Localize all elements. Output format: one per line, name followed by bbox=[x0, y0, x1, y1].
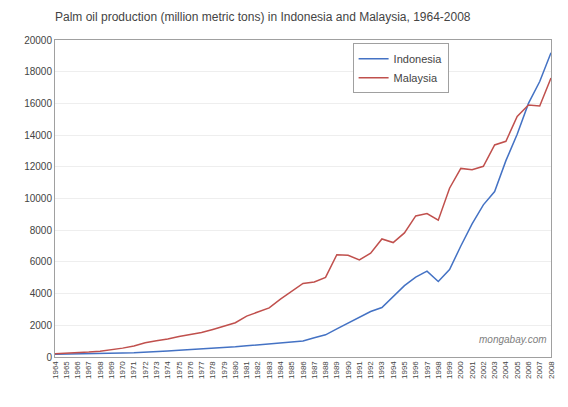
svg-text:1964: 1964 bbox=[51, 361, 60, 379]
svg-text:6000: 6000 bbox=[30, 256, 53, 267]
svg-text:2008: 2008 bbox=[547, 361, 556, 379]
svg-text:2000: 2000 bbox=[456, 361, 465, 379]
svg-text:1979: 1979 bbox=[220, 361, 229, 379]
svg-text:4000: 4000 bbox=[30, 288, 53, 299]
svg-text:2006: 2006 bbox=[524, 361, 533, 379]
svg-text:1978: 1978 bbox=[208, 361, 217, 379]
svg-text:16000: 16000 bbox=[24, 98, 52, 109]
svg-text:1974: 1974 bbox=[163, 361, 172, 379]
svg-text:Indonesia: Indonesia bbox=[394, 53, 443, 65]
svg-text:1991: 1991 bbox=[355, 361, 364, 379]
svg-text:2000: 2000 bbox=[30, 320, 53, 331]
svg-text:2005: 2005 bbox=[513, 361, 522, 379]
svg-text:1965: 1965 bbox=[62, 361, 71, 379]
svg-text:1967: 1967 bbox=[84, 361, 93, 379]
svg-text:1983: 1983 bbox=[265, 361, 274, 379]
svg-text:1966: 1966 bbox=[73, 361, 82, 379]
svg-text:1998: 1998 bbox=[434, 361, 443, 379]
svg-text:1989: 1989 bbox=[332, 361, 341, 379]
svg-text:1968: 1968 bbox=[96, 361, 105, 379]
svg-text:1993: 1993 bbox=[378, 361, 387, 379]
svg-text:1975: 1975 bbox=[175, 361, 184, 379]
svg-text:1987: 1987 bbox=[310, 361, 319, 379]
svg-text:1995: 1995 bbox=[400, 361, 409, 379]
svg-text:14000: 14000 bbox=[24, 130, 52, 141]
svg-text:mongabay.com: mongabay.com bbox=[479, 334, 547, 345]
svg-text:8000: 8000 bbox=[30, 225, 53, 236]
svg-text:1969: 1969 bbox=[107, 361, 116, 379]
svg-text:2004: 2004 bbox=[502, 361, 511, 379]
svg-text:1996: 1996 bbox=[411, 361, 420, 379]
svg-text:12000: 12000 bbox=[24, 161, 52, 172]
svg-text:2001: 2001 bbox=[468, 361, 477, 379]
svg-text:0: 0 bbox=[46, 352, 52, 363]
svg-text:1977: 1977 bbox=[197, 361, 206, 379]
svg-text:1972: 1972 bbox=[141, 361, 150, 379]
svg-text:2003: 2003 bbox=[490, 361, 499, 379]
svg-text:1971: 1971 bbox=[130, 361, 139, 379]
svg-text:20000: 20000 bbox=[24, 35, 52, 46]
svg-text:1984: 1984 bbox=[276, 361, 285, 379]
svg-text:1986: 1986 bbox=[299, 361, 308, 379]
svg-text:Palm oil production (million m: Palm oil production (million metric tons… bbox=[55, 10, 471, 24]
svg-text:18000: 18000 bbox=[24, 66, 52, 77]
svg-text:1994: 1994 bbox=[389, 361, 398, 379]
svg-text:1970: 1970 bbox=[118, 361, 127, 379]
svg-text:1982: 1982 bbox=[254, 361, 263, 379]
svg-text:1980: 1980 bbox=[231, 361, 240, 379]
svg-text:1997: 1997 bbox=[423, 361, 432, 379]
svg-text:1992: 1992 bbox=[366, 361, 375, 379]
svg-text:2002: 2002 bbox=[479, 361, 488, 379]
svg-text:10000: 10000 bbox=[24, 193, 52, 204]
svg-text:1990: 1990 bbox=[344, 361, 353, 379]
svg-text:Malaysia: Malaysia bbox=[394, 72, 438, 84]
svg-text:1973: 1973 bbox=[152, 361, 161, 379]
svg-text:1985: 1985 bbox=[287, 361, 296, 379]
svg-text:1988: 1988 bbox=[321, 361, 330, 379]
svg-text:1981: 1981 bbox=[242, 361, 251, 379]
svg-text:1976: 1976 bbox=[186, 361, 195, 379]
svg-text:2007: 2007 bbox=[535, 361, 544, 379]
svg-text:1999: 1999 bbox=[445, 361, 454, 379]
